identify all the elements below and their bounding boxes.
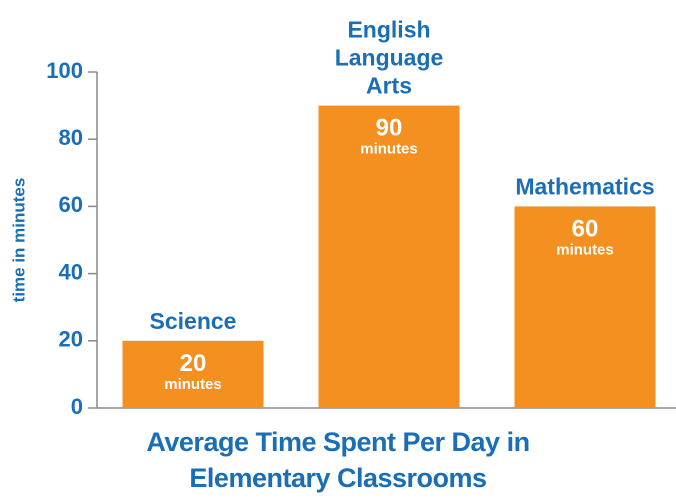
bar [318,105,460,408]
category-label: English Language Arts [335,17,444,99]
y-axis-label: time in minutes [9,178,28,303]
y-tick-label: 100 [46,58,83,83]
y-tick-label: 60 [59,192,83,217]
y-tick-label: 80 [59,125,83,150]
y-tick-label: 20 [59,327,83,352]
value-label: 60 minutes [556,216,614,259]
bar [122,340,264,408]
bar [514,206,656,408]
category-label: Science [150,308,237,334]
y-tick-label: 40 [59,259,83,284]
category-label: Mathematics [515,173,654,199]
chart: time in minutes 0 20 40 60 80 100 20 minutes Sci… [9,17,676,419]
y-tick-label: 0 [71,394,83,419]
value-label: 90 minutes [360,115,418,158]
value-label: 20 minutes [164,350,222,393]
chart-title: Average Time Spent Per Day in Elementary… [146,427,530,493]
